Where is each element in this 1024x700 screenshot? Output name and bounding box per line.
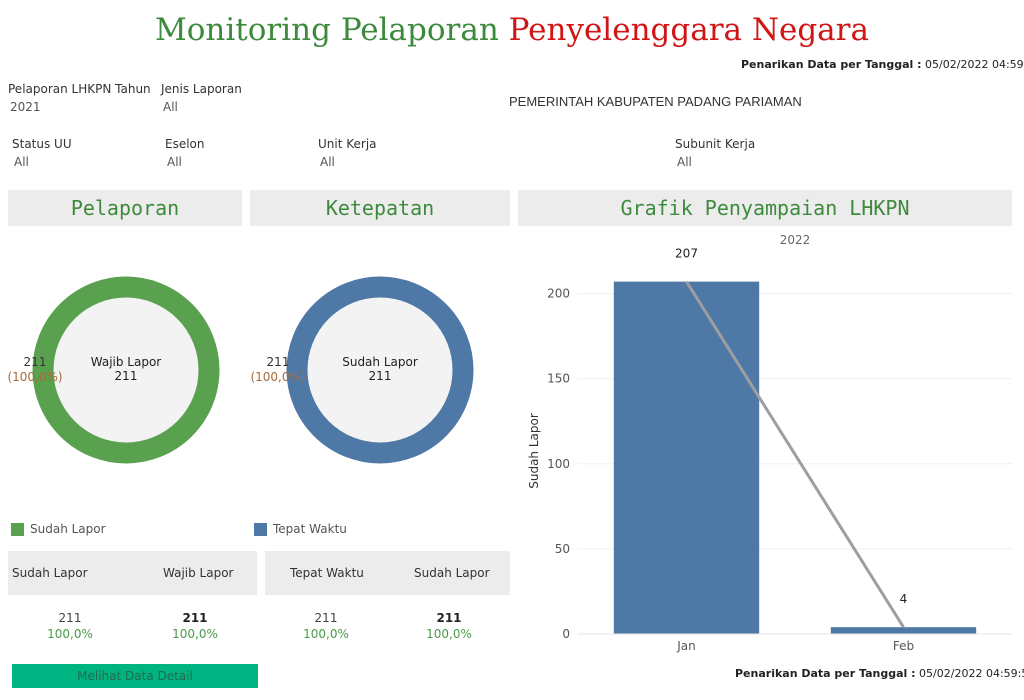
- data-label: 207: [675, 247, 698, 261]
- kpi-pelaporan-col1: 211 100,0%: [20, 610, 120, 642]
- kpi-ketepatan-col1-value: 211: [314, 611, 338, 625]
- donut-pelaporan-ring[interactable]: [32, 276, 220, 464]
- kpi-ketepatan-col2-pct: 100,0%: [426, 627, 472, 641]
- data-label: 4: [900, 592, 908, 606]
- filter-eselon[interactable]: Eselon All: [165, 137, 205, 169]
- donut-ketepatan[interactable]: [286, 276, 474, 468]
- kpi-pelaporan-col2-pct: 100,0%: [172, 627, 218, 641]
- filter-unit-kerja[interactable]: Unit Kerja All: [318, 137, 377, 169]
- donut-ketepatan-hole: [296, 286, 464, 454]
- legend-label-tepat-waktu: Tepat Waktu: [273, 522, 347, 536]
- kpi-ketepatan-col2-header: Sudah Lapor: [414, 566, 490, 580]
- kpi-ketepatan-col1-header: Tepat Waktu: [290, 566, 364, 580]
- section-header-grafik: Grafik Penyampaian LHKPN: [518, 190, 1012, 226]
- title-part-1: Monitoring Pelaporan: [155, 12, 499, 48]
- x-tick-label: Feb: [893, 639, 914, 653]
- kpi-ketepatan-col1-pct: 100,0%: [303, 627, 349, 641]
- trend-line: [685, 280, 905, 628]
- filter-jenis[interactable]: Jenis Laporan All: [161, 82, 242, 114]
- section-header-pelaporan: Pelaporan: [8, 190, 242, 226]
- legend-label-sudah-lapor: Sudah Lapor: [30, 522, 106, 536]
- filter-status-uu[interactable]: Status UU All: [12, 137, 72, 169]
- filter-eselon-label: Eselon: [165, 137, 205, 151]
- kpi-ketepatan-col2: 211 100,0%: [399, 610, 499, 642]
- data-timestamp-bottom: Penarikan Data per Tanggal : 05/02/2022 …: [735, 667, 1024, 680]
- kpi-pelaporan-col2: 211 100,0%: [145, 610, 245, 642]
- filter-subunit-value[interactable]: All: [677, 155, 692, 169]
- filter-tahun-value[interactable]: 2021: [10, 100, 41, 114]
- donut-pelaporan-center-label: Wajib Lapor: [90, 355, 162, 369]
- kpi-pelaporan-col1-value: 211: [58, 611, 82, 625]
- donut-ketepatan-center: Sudah Lapor 211: [310, 355, 450, 383]
- donut-pelaporan-side-pct: (100,0%): [7, 370, 63, 384]
- legend-swatch-sudah-lapor: [11, 522, 24, 536]
- filter-unit-value[interactable]: All: [320, 155, 335, 169]
- kpi-ketepatan-col2-value: 211: [436, 611, 462, 625]
- bar-feb[interactable]: [830, 627, 977, 634]
- y-tick-label: 150: [547, 372, 570, 386]
- filter-eselon-value[interactable]: All: [167, 155, 182, 169]
- filter-subunit-label: Subunit Kerja: [675, 137, 756, 151]
- x-tick-label: Jan: [676, 639, 696, 653]
- legend-swatch-tepat-waktu: [254, 522, 267, 536]
- y-tick-label: 200: [547, 287, 570, 301]
- kpi-pelaporan-col2-value: 211: [182, 611, 208, 625]
- filter-jenis-label: Jenis Laporan: [161, 82, 242, 96]
- donut-pelaporan-center-value: 211: [114, 369, 138, 383]
- kpi-pelaporan-col1-pct: 100,0%: [47, 627, 93, 641]
- kpi-ketepatan-col1: 211 100,0%: [276, 610, 376, 642]
- lhkpn-bar-chart[interactable]: 2022 0 50 100 150 200 Sudah Lapor Jan 207 Feb 4: [518, 228, 1012, 658]
- y-tick-label: 100: [547, 457, 570, 471]
- y-axis-label: Sudah Lapor: [527, 413, 541, 489]
- chart-title: 2022: [780, 233, 811, 247]
- donut-ketepatan-side-value: 211: [266, 355, 290, 369]
- page-title: Monitoring Pelaporan Penyelenggara Negar…: [0, 12, 1024, 48]
- donut-ketepatan-center-label: Sudah Lapor: [342, 355, 418, 369]
- filter-status-value[interactable]: All: [14, 155, 29, 169]
- kpi-header-pelaporan: Sudah Lapor Wajib Lapor: [8, 551, 257, 595]
- donut-pelaporan-side-label: 211 (100,0%): [6, 355, 64, 385]
- timestamp-label: Penarikan Data per Tanggal :: [741, 58, 922, 71]
- timestamp-bottom-label: Penarikan Data per Tanggal :: [735, 667, 916, 680]
- filter-tahun[interactable]: Pelaporan LHKPN Tahun 2021: [8, 82, 151, 114]
- filter-subunit-kerja[interactable]: Subunit Kerja All: [675, 137, 755, 169]
- legend-ketepatan[interactable]: Tepat Waktu: [254, 522, 347, 536]
- organization-name: PEMERINTAH KABUPATEN PADANG PARIAMAN: [509, 94, 802, 109]
- donut-pelaporan-center: Wajib Lapor 211: [56, 355, 196, 383]
- y-tick-label: 0: [562, 627, 570, 641]
- view-detail-button[interactable]: Melihat Data Detail: [12, 664, 258, 688]
- filter-unit-label: Unit Kerja: [318, 137, 377, 151]
- filter-tahun-label: Pelaporan LHKPN Tahun: [8, 82, 151, 96]
- bar-jan[interactable]: [613, 281, 760, 634]
- data-timestamp-top: Penarikan Data per Tanggal : 05/02/2022 …: [741, 58, 1024, 71]
- donut-ketepatan-center-value: 211: [368, 369, 392, 383]
- donut-ketepatan-side-label: 211 (100,0%): [249, 355, 307, 385]
- filter-jenis-value[interactable]: All: [163, 100, 178, 114]
- donut-pelaporan[interactable]: [32, 276, 220, 468]
- section-header-ketepatan: Ketepatan: [250, 190, 510, 226]
- kpi-header-ketepatan: Tepat Waktu Sudah Lapor: [265, 551, 510, 595]
- legend-pelaporan[interactable]: Sudah Lapor: [11, 522, 106, 536]
- donut-ketepatan-ring[interactable]: [286, 276, 474, 464]
- donut-pelaporan-hole: [42, 286, 210, 454]
- donut-ketepatan-side-pct: (100,0%): [250, 370, 306, 384]
- kpi-pelaporan-col1-header: Sudah Lapor: [12, 566, 88, 580]
- timestamp-value: 05/02/2022 04:59:56: [925, 58, 1024, 71]
- donut-pelaporan-side-value: 211: [23, 355, 47, 369]
- y-tick-label: 50: [555, 542, 570, 556]
- timestamp-bottom-value: 05/02/2022 04:59:56: [919, 667, 1024, 680]
- title-part-2: Penyelenggara Negara: [508, 12, 869, 48]
- filter-status-label: Status UU: [12, 137, 72, 151]
- kpi-pelaporan-col2-header: Wajib Lapor: [163, 566, 234, 580]
